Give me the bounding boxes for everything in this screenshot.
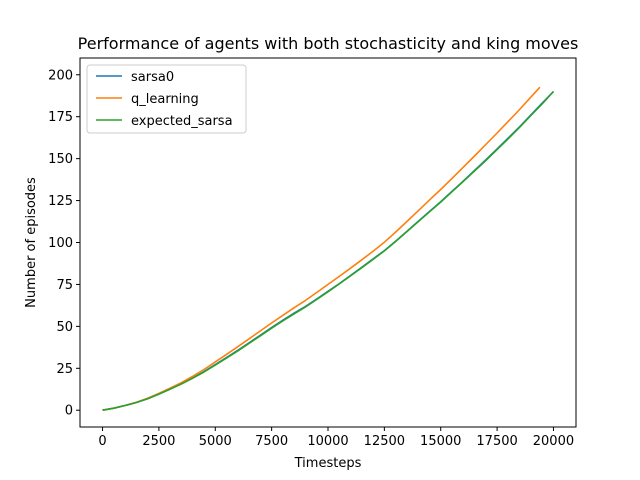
chart-title: Performance of agents with both stochast… [78, 34, 579, 53]
x-tick-label: 12500 [364, 434, 405, 449]
x-tick-label: 0 [98, 434, 106, 449]
x-tick-label: 2500 [142, 434, 175, 449]
x-tick-label: 17500 [476, 434, 517, 449]
legend-label: q_learning [131, 92, 199, 107]
x-tick-label: 7500 [255, 434, 288, 449]
y-tick-label: 175 [48, 110, 73, 125]
series-layer [102, 86, 555, 411]
legend-box [86, 64, 247, 134]
legend: sarsa0 q_learning expected_sarsa [86, 64, 247, 134]
y-tick-label: 25 [56, 362, 73, 377]
y-tick-label: 75 [56, 278, 73, 293]
ticks-layer: 0 2500 5000 7500 10000 12500 15000 17500 20000 0 2… [48, 68, 574, 449]
x-axis-label: Timesteps [294, 456, 362, 471]
y-tick-label: 100 [48, 236, 73, 251]
y-tick-label: 50 [56, 320, 73, 335]
y-axis-label: Number of episodes [24, 177, 39, 308]
x-tick-label: 20000 [533, 434, 574, 449]
series-line-q-learning [102, 86, 541, 411]
x-tick-label: 5000 [199, 434, 232, 449]
series-line-sarsa0 [102, 90, 555, 411]
legend-label: sarsa0 [131, 70, 174, 85]
legend-label: expected_sarsa [131, 114, 233, 129]
y-tick-label: 0 [65, 404, 73, 419]
x-tick-label: 10000 [307, 434, 348, 449]
y-tick-label: 200 [48, 68, 73, 83]
series-line-expected-sarsa [102, 90, 555, 411]
x-tick-label: 15000 [420, 434, 461, 449]
y-tick-label: 150 [48, 152, 73, 167]
y-tick-label: 125 [48, 194, 73, 209]
